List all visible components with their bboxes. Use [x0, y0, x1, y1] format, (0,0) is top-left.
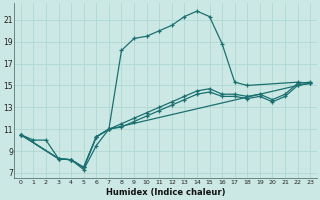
X-axis label: Humidex (Indice chaleur): Humidex (Indice chaleur): [106, 188, 225, 197]
